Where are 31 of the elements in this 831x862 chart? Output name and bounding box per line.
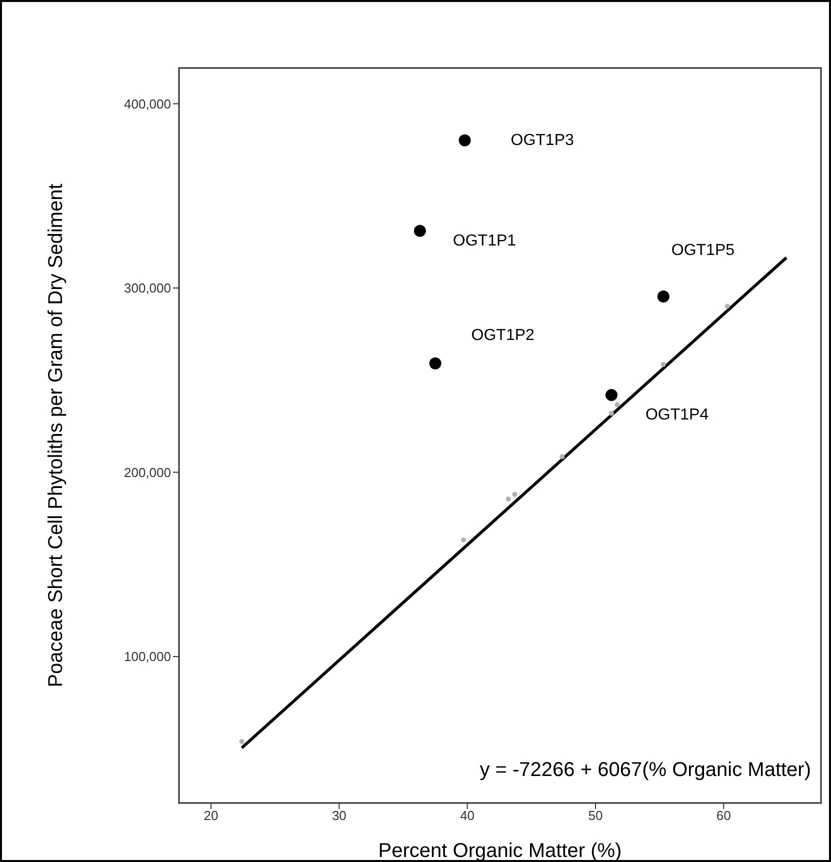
- point: [506, 496, 511, 502]
- point: [239, 738, 244, 744]
- annotation: OGT1P2: [471, 326, 535, 344]
- y-tick-label: 400,000: [124, 96, 171, 112]
- point: [560, 454, 565, 460]
- x-tick-label: 60: [716, 808, 731, 824]
- point: [458, 134, 471, 146]
- point: [414, 224, 426, 237]
- annotation: OGT1P1: [452, 232, 516, 250]
- x-tick-label: 40: [460, 808, 475, 824]
- point: [605, 389, 618, 402]
- annotation: OGT1P4: [645, 406, 709, 424]
- annotation: OGT1P5: [671, 242, 735, 259]
- x-axis-title: Percent Organic Matter (%): [378, 840, 622, 862]
- point: [512, 492, 518, 497]
- x-tick-label: 20: [204, 808, 218, 824]
- point: [608, 410, 614, 416]
- y-tick-label: 100,000: [124, 649, 171, 664]
- x-tick-label: 50: [588, 808, 603, 824]
- point: [660, 362, 666, 367]
- x-tick-label: 30: [332, 808, 346, 824]
- annotation: y = -72266 + 6067(% Organic Matter): [480, 759, 811, 781]
- point: [724, 304, 730, 309]
- point: [460, 537, 466, 542]
- y-tick-label: 200,000: [124, 464, 171, 480]
- point: [657, 290, 670, 302]
- point: [429, 357, 442, 370]
- y-tick-label: 300,000: [124, 280, 171, 296]
- annotation: OGT1P3: [510, 132, 574, 149]
- point: [614, 402, 620, 408]
- y-axis-title: Poaceae Short Cell Phytoliths per Gram of Dry Sediment: [45, 183, 68, 688]
